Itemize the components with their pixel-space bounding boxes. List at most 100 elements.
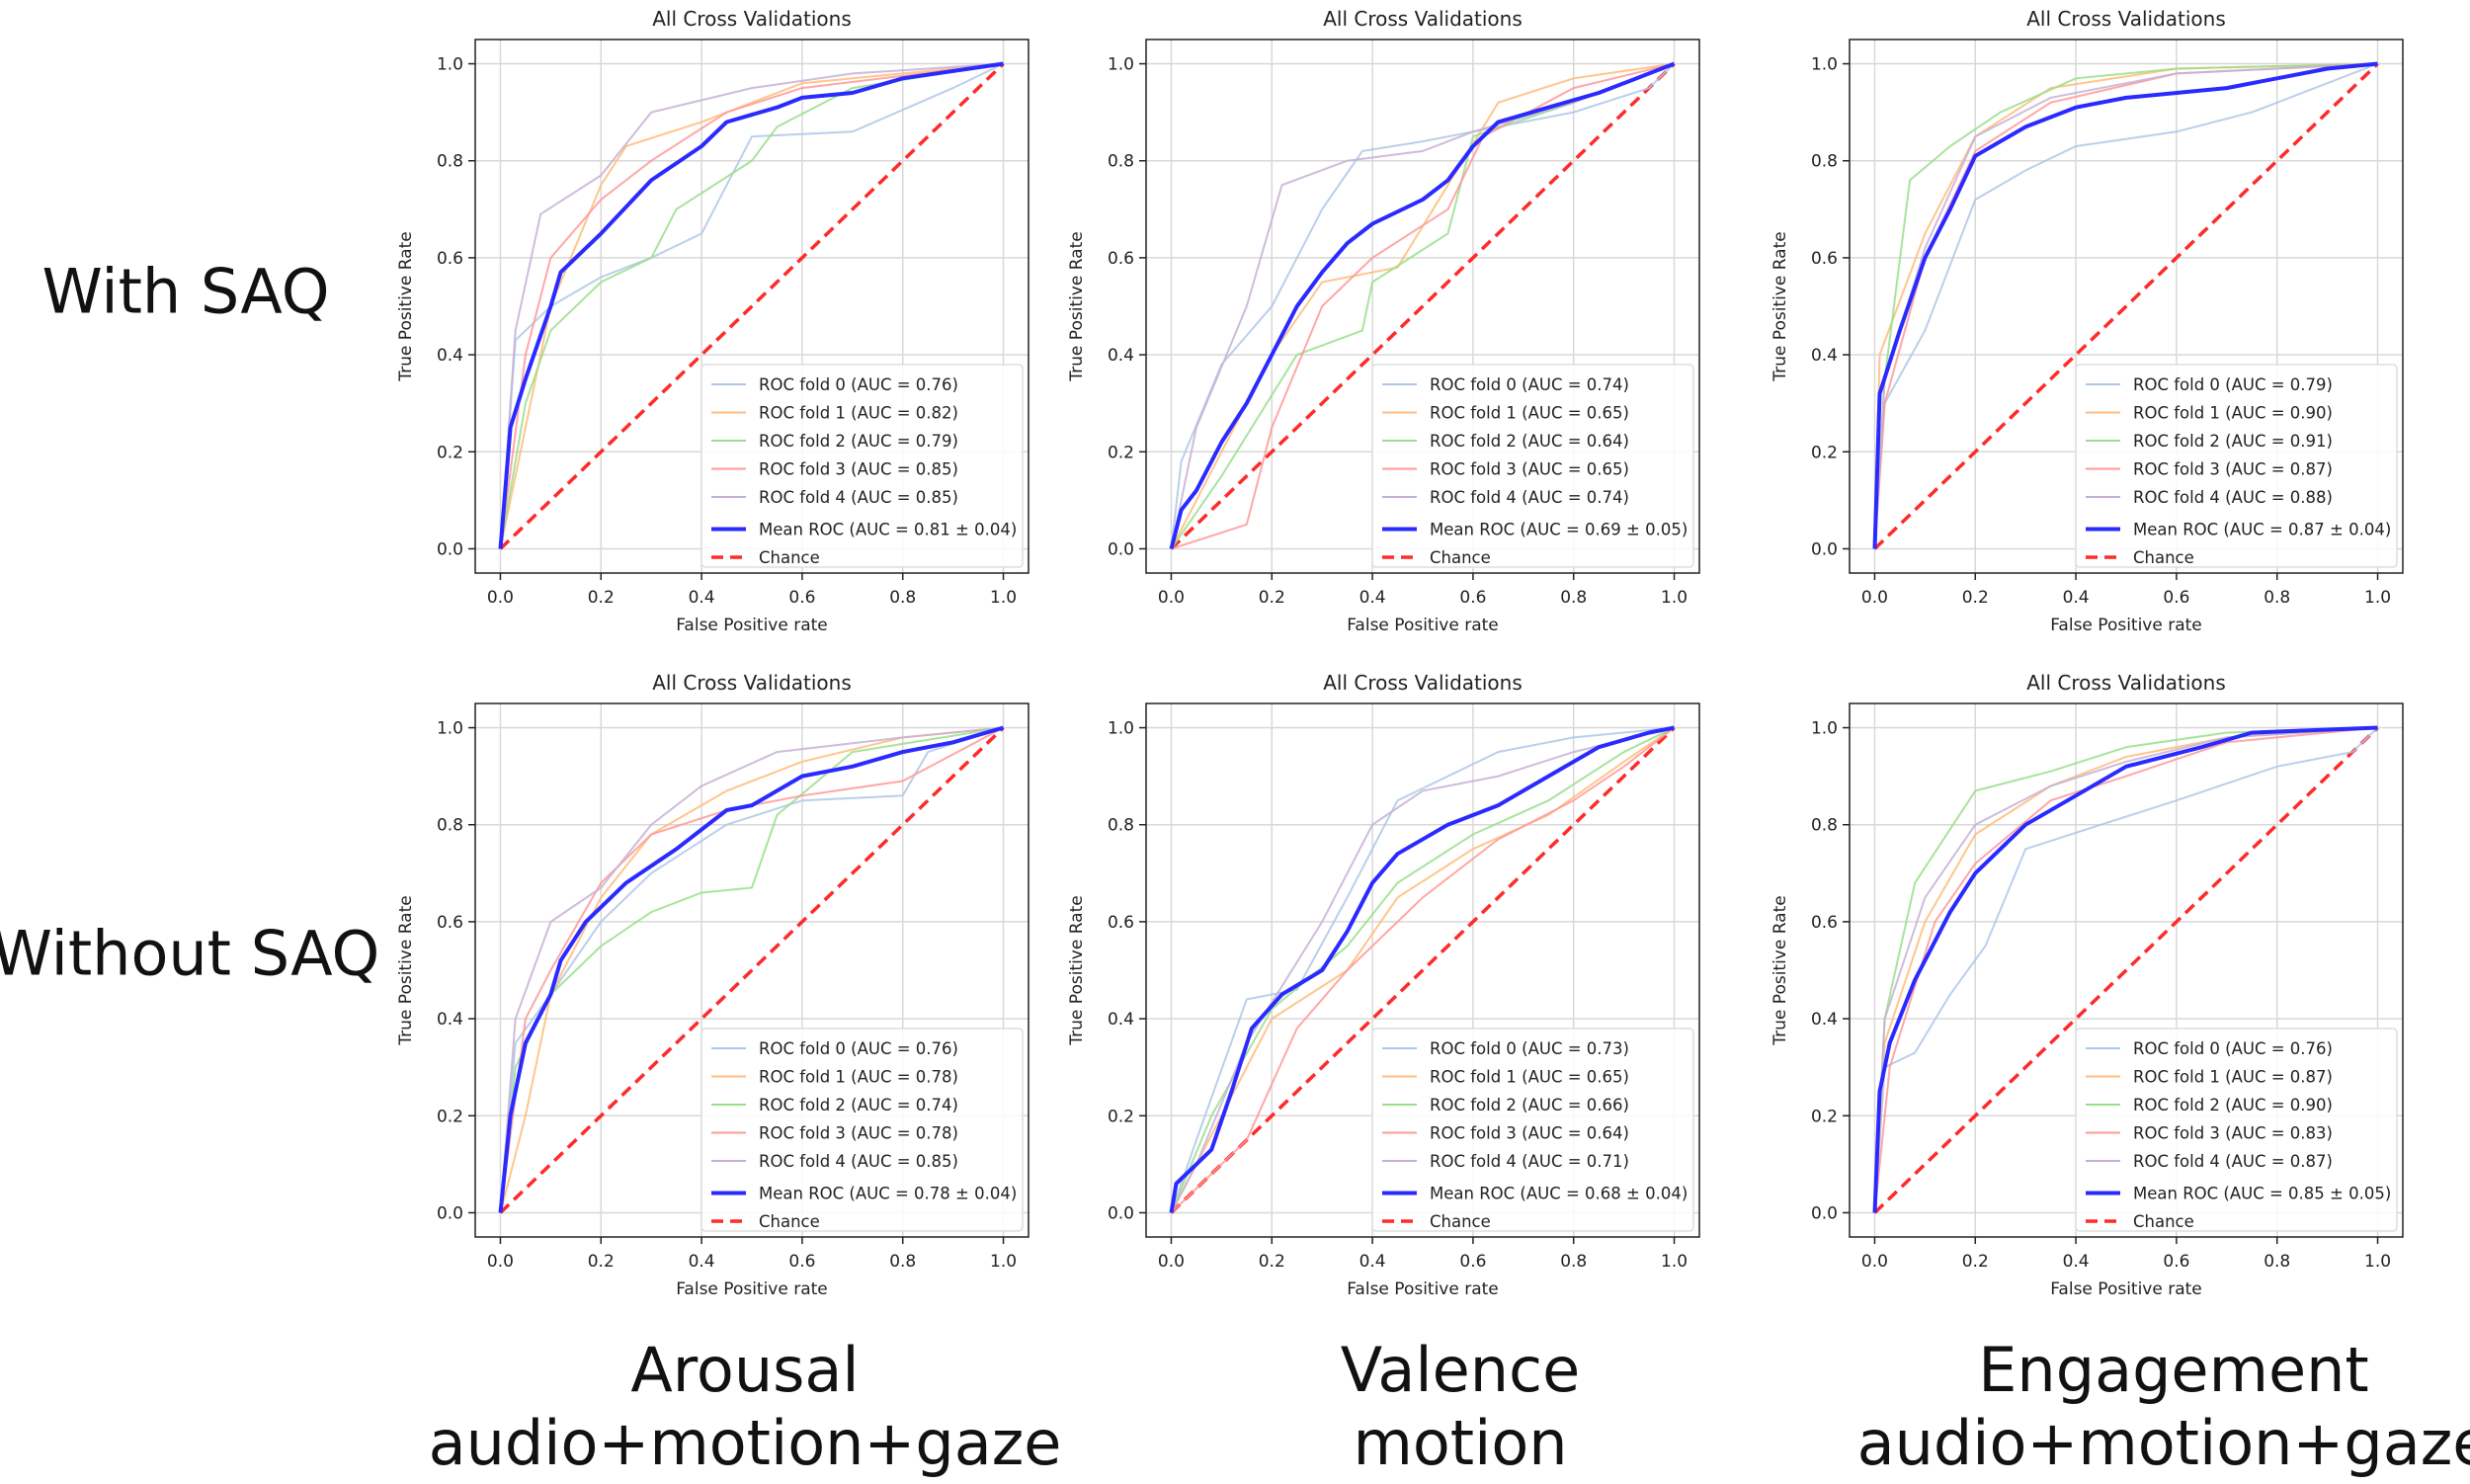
legend-label: Mean ROC (AUC = 0.69 ± 0.05) bbox=[1430, 521, 1688, 539]
axes-frame bbox=[1145, 702, 1700, 1238]
y-tick-label: 0.0 bbox=[1108, 1203, 1134, 1223]
x-axis-label: False Positive rate bbox=[1347, 616, 1499, 635]
x-tick-label: 0.6 bbox=[2163, 588, 2189, 608]
legend-label: ROC fold 1 (AUC = 0.78) bbox=[759, 1068, 958, 1087]
legend-label: ROC fold 3 (AUC = 0.83) bbox=[2133, 1124, 2333, 1143]
y-tick-label: 0.2 bbox=[1108, 443, 1134, 462]
x-tick-label: 0.6 bbox=[788, 1252, 815, 1272]
legend-label: Chance bbox=[759, 1212, 820, 1231]
mean-roc-line bbox=[1169, 725, 1675, 1213]
chart-title: All Cross Validations bbox=[652, 7, 852, 31]
roc-chart: 0.0 0.0 0.2 0.2 0.4 0.4 0.6 0.6 0.8 0.8 1.0 1.0 All … bbox=[1770, 671, 2404, 1299]
column-label-line1: Valence bbox=[1340, 1334, 1581, 1406]
x-tick-label: 0.4 bbox=[689, 588, 715, 608]
roc-panel: 0.0 0.0 0.2 0.2 0.4 0.4 0.6 0.6 0.8 0.8 1.0 1.0 All … bbox=[1741, 664, 2432, 1306]
y-tick-label: 0.8 bbox=[437, 816, 463, 836]
legend-label: Chance bbox=[1430, 548, 1491, 567]
x-axis-label: False Positive rate bbox=[676, 1279, 828, 1299]
legend-box bbox=[2075, 1028, 2398, 1232]
x-tick-label: 0.8 bbox=[2264, 588, 2290, 608]
row-label-without-saq: Without SAQ bbox=[0, 917, 380, 990]
chance-line bbox=[1873, 62, 2379, 550]
legend-box bbox=[1371, 1028, 1694, 1232]
legend-label: Chance bbox=[759, 548, 820, 567]
roc-panel: 0.0 0.0 0.2 0.2 0.4 0.4 0.6 0.6 0.8 0.8 1.0 1.0 All … bbox=[367, 0, 1058, 642]
roc-chart: 0.0 0.0 0.2 0.2 0.4 0.4 0.6 0.6 0.8 0.8 1.0 1.0 All … bbox=[396, 7, 1029, 635]
chance-line bbox=[499, 62, 1005, 550]
column-label-valence: Valence motion bbox=[1341, 1334, 1581, 1480]
x-tick-label: 0.8 bbox=[2264, 1252, 2290, 1272]
x-tick-label: 0.8 bbox=[1560, 1252, 1587, 1272]
legend-label: ROC fold 3 (AUC = 0.78) bbox=[759, 1124, 958, 1143]
mean-roc-line bbox=[1872, 61, 2378, 549]
legend-label: ROC fold 4 (AUC = 0.85) bbox=[759, 1152, 958, 1171]
axes-frame bbox=[1849, 702, 2404, 1238]
legend-label: ROC fold 2 (AUC = 0.79) bbox=[759, 432, 958, 451]
x-tick-label: 0.4 bbox=[1359, 1252, 1386, 1272]
x-tick-label: 0.4 bbox=[1359, 588, 1386, 608]
legend-label: ROC fold 2 (AUC = 0.66) bbox=[1430, 1096, 1629, 1114]
legend-label: ROC fold 0 (AUC = 0.76) bbox=[2133, 1039, 2333, 1058]
row-label-with-saq: With SAQ bbox=[41, 255, 330, 328]
x-axis-label: False Positive rate bbox=[1347, 1279, 1499, 1299]
y-axis-label: True Positive Rate bbox=[1770, 231, 1790, 381]
legend-label: ROC fold 4 (AUC = 0.71) bbox=[1430, 1152, 1629, 1171]
y-tick-label: 0.0 bbox=[437, 539, 463, 559]
mean-roc-line bbox=[498, 725, 1005, 1213]
x-tick-label: 0.0 bbox=[487, 588, 514, 608]
y-tick-label: 1.0 bbox=[1811, 55, 1838, 75]
y-tick-label: 0.4 bbox=[1108, 1010, 1134, 1030]
legend-label: ROC fold 4 (AUC = 0.85) bbox=[759, 488, 958, 507]
legend-label: ROC fold 1 (AUC = 0.65) bbox=[1430, 404, 1629, 423]
roc-chart: 0.0 0.0 0.2 0.2 0.4 0.4 0.6 0.6 0.8 0.8 1.0 1.0 All … bbox=[396, 671, 1029, 1299]
legend-box bbox=[700, 364, 1024, 568]
legend-label: ROC fold 1 (AUC = 0.87) bbox=[2133, 1068, 2333, 1087]
y-tick-label: 0.2 bbox=[1811, 1107, 1838, 1126]
mean-roc-line bbox=[1872, 725, 2378, 1213]
roc-fold-3-line bbox=[499, 62, 1004, 549]
legend-label: ROC fold 4 (AUC = 0.74) bbox=[1430, 488, 1629, 507]
y-tick-label: 0.0 bbox=[1811, 539, 1838, 559]
legend-label: ROC fold 3 (AUC = 0.87) bbox=[2133, 460, 2333, 479]
x-tick-label: 0.6 bbox=[2163, 1252, 2189, 1272]
y-tick-label: 0.4 bbox=[1811, 346, 1838, 366]
legend-box bbox=[700, 1028, 1024, 1232]
x-tick-label: 0.4 bbox=[2063, 588, 2090, 608]
x-tick-label: 0.4 bbox=[2063, 1252, 2090, 1272]
roc-fold-0-line bbox=[499, 62, 1004, 549]
legend-label: ROC fold 0 (AUC = 0.79) bbox=[2133, 375, 2333, 394]
legend-label: ROC fold 2 (AUC = 0.91) bbox=[2133, 432, 2333, 451]
y-tick-label: 0.6 bbox=[437, 913, 463, 933]
roc-fold-3-line bbox=[1873, 726, 2378, 1213]
y-axis-label: True Positive Rate bbox=[396, 231, 416, 381]
roc-fold-0-line bbox=[1873, 726, 2379, 1213]
y-tick-label: 1.0 bbox=[437, 719, 463, 739]
mean-roc-line bbox=[1169, 61, 1676, 549]
legend-label: ROC fold 4 (AUC = 0.88) bbox=[2133, 488, 2333, 507]
y-tick-label: 0.8 bbox=[437, 152, 463, 172]
x-tick-label: 0.0 bbox=[1861, 588, 1888, 608]
roc-fold-2-line bbox=[1170, 62, 1675, 550]
x-tick-label: 0.2 bbox=[1962, 588, 1989, 608]
x-tick-label: 1.0 bbox=[990, 1252, 1017, 1272]
chart-title: All Cross Validations bbox=[2026, 7, 2226, 31]
roc-fold-4-line bbox=[499, 62, 1004, 549]
legend-label: Mean ROC (AUC = 0.81 ± 0.04) bbox=[759, 521, 1017, 539]
y-tick-label: 0.4 bbox=[1811, 1010, 1838, 1030]
chance-line bbox=[499, 726, 1005, 1214]
roc-panel: 0.0 0.0 0.2 0.2 0.4 0.4 0.6 0.6 0.8 0.8 1.0 1.0 All … bbox=[1741, 0, 2432, 642]
legend-label: ROC fold 1 (AUC = 0.65) bbox=[1430, 1068, 1629, 1087]
legend-label: Mean ROC (AUC = 0.68 ± 0.04) bbox=[1430, 1185, 1688, 1203]
legend-label: ROC fold 3 (AUC = 0.85) bbox=[759, 460, 958, 479]
x-tick-label: 0.0 bbox=[487, 1252, 514, 1272]
roc-fold-1-line bbox=[1170, 726, 1676, 1213]
x-tick-label: 0.8 bbox=[889, 588, 916, 608]
column-label-line2: audio+motion+gaze bbox=[1856, 1407, 2470, 1479]
legend: ROC fold 0 (AUC = 0.76) ROC fold 1 (AUC =… bbox=[2075, 1028, 2398, 1232]
axes-frame bbox=[1145, 39, 1700, 574]
chance-line bbox=[1170, 62, 1676, 550]
legend-label: ROC fold 3 (AUC = 0.65) bbox=[1430, 460, 1629, 479]
x-axis-label: False Positive rate bbox=[2050, 1279, 2202, 1299]
legend: ROC fold 0 (AUC = 0.76) ROC fold 1 (AUC =… bbox=[700, 364, 1024, 568]
legend: ROC fold 0 (AUC = 0.73) ROC fold 1 (AUC =… bbox=[1371, 1028, 1694, 1232]
